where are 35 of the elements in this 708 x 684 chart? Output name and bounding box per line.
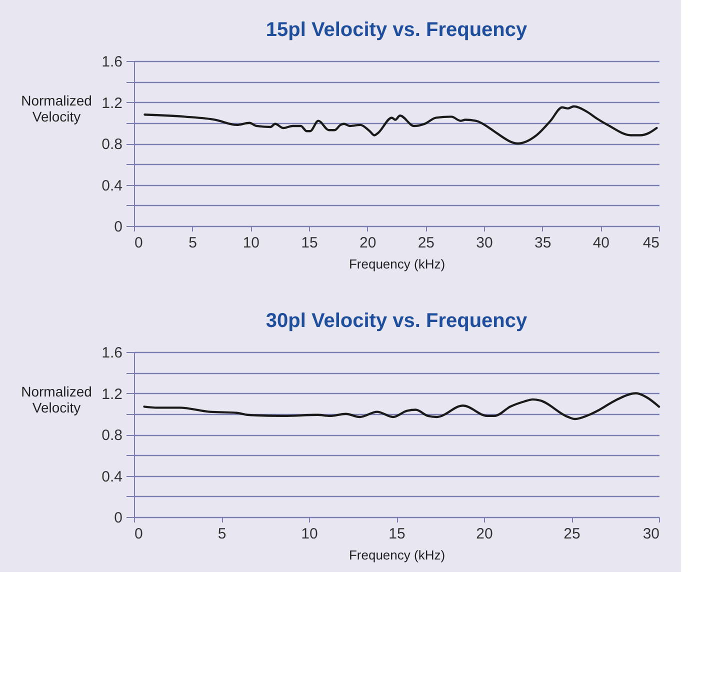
x-tick-label: 0 <box>134 526 143 542</box>
y-tick-label: 0 <box>114 218 122 236</box>
x-axis-title: Frequency (kHz) <box>348 256 446 272</box>
x-tick-label: 0 <box>134 234 143 252</box>
x-tick-label: 20 <box>359 234 376 252</box>
x-tick-label: 35 <box>534 234 552 252</box>
y-tick-label: 1.6 <box>102 344 122 362</box>
x-tick-label: 45 <box>642 234 660 252</box>
x-tick-label: 10 <box>242 234 260 252</box>
x-tick-label: 5 <box>218 526 226 542</box>
x-tick-label: 15 <box>388 526 406 542</box>
x-tick-label: 5 <box>188 234 198 252</box>
x-tick-label: 15 <box>301 234 318 252</box>
line-series <box>143 392 660 420</box>
y-tick-label: 0.8 <box>102 136 122 153</box>
y-tick-label: 0.8 <box>102 427 122 444</box>
y-tick-label: 0 <box>114 510 122 526</box>
y-tick-label: 1.2 <box>102 94 122 112</box>
y-axis-title: Normalized Velocity <box>21 384 92 416</box>
line-series <box>144 105 658 145</box>
x-tick-label: 30 <box>642 526 660 542</box>
x-tick-label: 25 <box>418 234 435 252</box>
y-tick-label: 1.6 <box>102 54 122 70</box>
y-tick-label: 1.2 <box>102 386 122 403</box>
x-tick-label: 30 <box>476 234 493 252</box>
chart-title: 15pl Velocity vs. Frequency <box>266 19 528 41</box>
x-tick-label: 25 <box>564 526 580 542</box>
x-tick-label: 20 <box>476 526 493 542</box>
x-tick-label: 10 <box>301 526 318 542</box>
y-axis-title: Normalized Velocity <box>21 92 92 124</box>
x-tick-label: 40 <box>592 234 610 252</box>
y-tick-label: 0.4 <box>102 468 122 486</box>
chart-title: 30pl Velocity vs. Frequency <box>266 310 528 332</box>
x-axis-title: Frequency (kHz) <box>348 548 446 562</box>
y-tick-label: 0.4 <box>102 177 122 194</box>
